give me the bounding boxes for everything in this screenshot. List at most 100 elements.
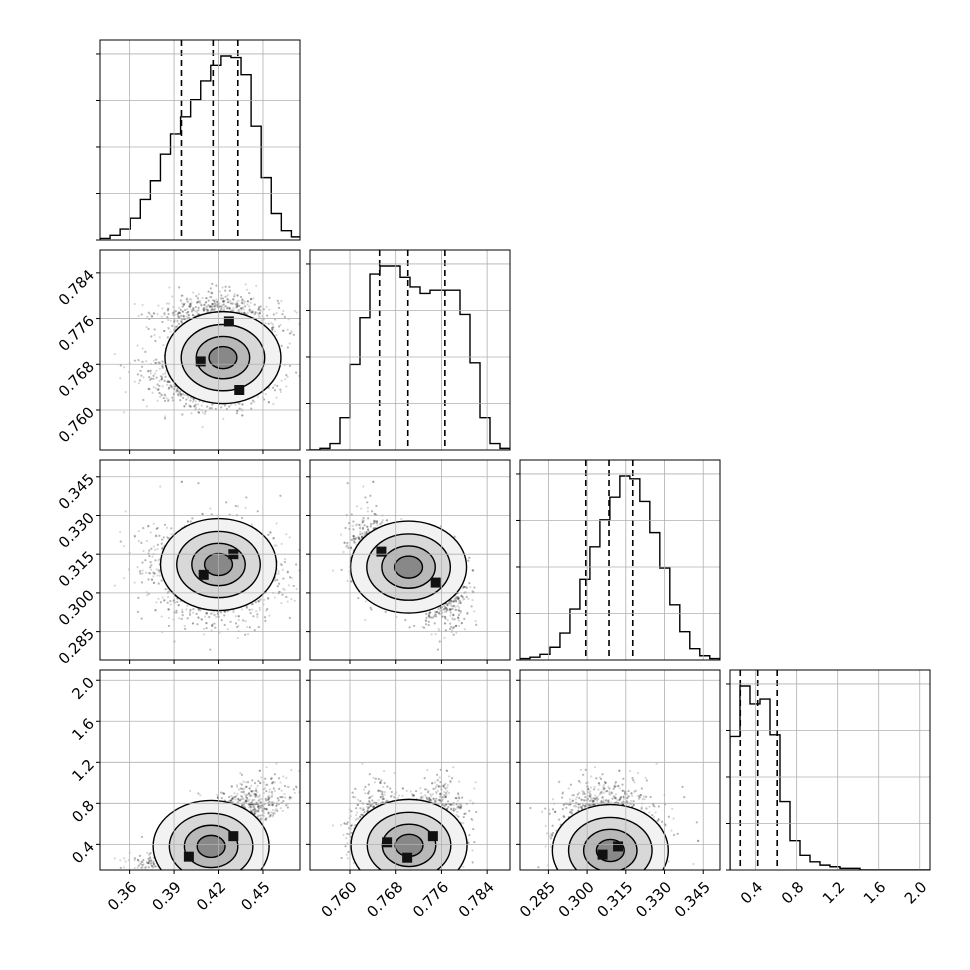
sample-point xyxy=(141,572,144,575)
sample-point xyxy=(202,306,206,310)
sample-point xyxy=(248,308,251,311)
sample-point xyxy=(152,312,156,315)
sample-point xyxy=(265,609,268,612)
sample-point xyxy=(202,307,205,311)
sample-point xyxy=(157,361,160,364)
sample-point xyxy=(180,319,183,322)
sample-point xyxy=(186,604,189,608)
sample-point xyxy=(288,332,291,335)
sample-point xyxy=(155,358,158,361)
sample-point xyxy=(339,318,341,320)
sample-point xyxy=(149,378,152,381)
sample-point xyxy=(158,571,161,574)
sample-point xyxy=(250,311,254,314)
sample-point xyxy=(210,291,213,294)
sample-point xyxy=(181,393,184,396)
sample-point xyxy=(152,374,155,377)
sample-point xyxy=(290,576,293,580)
sample-point xyxy=(212,303,215,306)
sample-point xyxy=(147,370,150,373)
sample-point xyxy=(182,315,185,318)
sample-point xyxy=(162,343,165,347)
sample-point xyxy=(271,328,274,331)
sample-point xyxy=(194,400,197,403)
sample-point xyxy=(313,567,315,569)
sample-point xyxy=(280,379,283,382)
sample-point xyxy=(286,346,289,349)
sample-point xyxy=(152,359,155,362)
sample-point xyxy=(204,410,207,413)
sample-point xyxy=(240,306,243,310)
sample-point xyxy=(197,411,201,414)
sample-point xyxy=(286,600,289,603)
sample-point xyxy=(154,534,157,537)
sample-point xyxy=(259,598,262,601)
sample-point xyxy=(163,313,166,316)
sample-point xyxy=(180,480,183,483)
sample-point xyxy=(136,596,140,600)
sample-point xyxy=(142,526,145,530)
sample-point xyxy=(155,601,158,604)
sample-point xyxy=(281,329,284,332)
sample-point xyxy=(152,581,156,584)
sample-point xyxy=(197,608,200,612)
sample-point xyxy=(193,405,196,408)
sample-point xyxy=(163,312,166,315)
sample-point xyxy=(196,301,199,304)
sample-point xyxy=(177,394,180,397)
panel-frame xyxy=(99,39,301,241)
sample-point xyxy=(273,389,276,392)
sample-point xyxy=(177,315,180,318)
sample-point xyxy=(264,322,267,325)
sample-point xyxy=(207,290,210,293)
sample-point xyxy=(292,584,295,588)
sample-point xyxy=(232,609,235,612)
sample-point xyxy=(210,407,213,410)
sample-point xyxy=(282,329,285,332)
sample-point xyxy=(190,308,193,311)
sample-point xyxy=(301,546,303,548)
sample-point xyxy=(197,313,200,316)
sample-point xyxy=(186,307,189,311)
sample-point xyxy=(250,523,253,526)
sample-point xyxy=(141,360,144,363)
sample-point xyxy=(183,393,187,397)
sample-point xyxy=(136,358,140,361)
sample-point xyxy=(232,298,235,301)
sample-point xyxy=(213,308,216,311)
sample-point xyxy=(157,569,160,572)
sample-point xyxy=(237,309,240,312)
sample-point xyxy=(295,587,298,591)
sample-point xyxy=(149,369,152,372)
sample-point xyxy=(123,576,126,580)
sample-point xyxy=(273,544,276,547)
sample-point xyxy=(244,620,247,623)
sample-point xyxy=(257,600,261,603)
sample-point xyxy=(185,398,188,401)
sample-point xyxy=(133,302,136,306)
sample-point xyxy=(213,300,216,304)
sample-point xyxy=(205,612,209,615)
sample-point xyxy=(183,405,186,408)
sample-point xyxy=(149,313,152,316)
sample-point xyxy=(152,522,155,525)
sample-point xyxy=(152,386,155,389)
sample-point xyxy=(219,305,223,308)
sample-point xyxy=(185,315,188,318)
sample-point xyxy=(119,540,122,543)
sample-point xyxy=(205,613,208,616)
sample-point xyxy=(181,413,184,416)
sample-point xyxy=(188,306,191,309)
sample-point xyxy=(182,396,185,399)
sample-point xyxy=(208,295,211,299)
sample-point xyxy=(179,394,182,397)
sample-point xyxy=(233,292,236,296)
sample-point xyxy=(158,384,161,388)
sample-point xyxy=(288,616,291,620)
sample-point xyxy=(163,329,166,333)
sample-point xyxy=(246,303,249,306)
histogram-panel xyxy=(516,460,720,661)
sample-point xyxy=(192,309,195,312)
sample-point xyxy=(177,322,181,325)
